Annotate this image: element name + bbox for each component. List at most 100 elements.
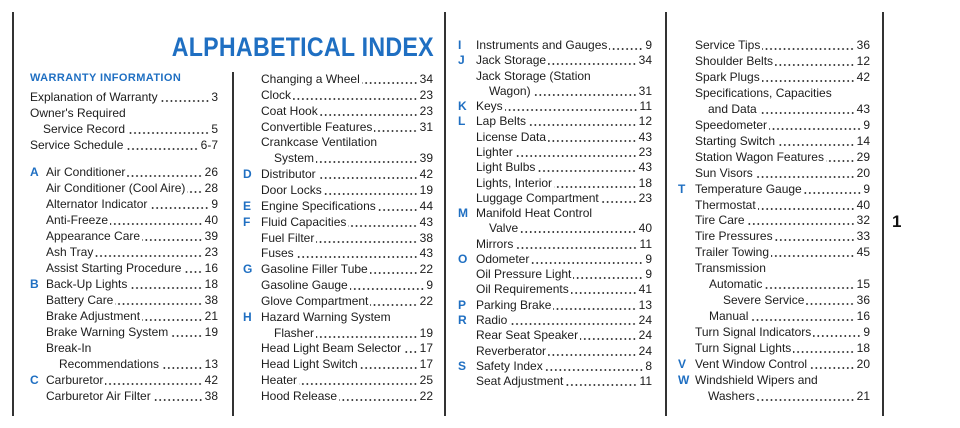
leader — [764, 276, 855, 293]
leader — [548, 342, 637, 359]
entry-page: 43 — [419, 246, 433, 261]
entry-page: 19 — [204, 325, 218, 339]
leader — [369, 261, 418, 278]
entry-text: Service Record — [43, 122, 126, 136]
index-entry: Flasher 19 — [274, 324, 433, 341]
entry-text: Tire Pressures — [695, 229, 773, 244]
entry-page: 36 — [856, 38, 870, 52]
leader — [129, 276, 203, 292]
index-entry: Windshield Wipers and — [695, 372, 870, 388]
entry-page: 32 — [856, 213, 870, 228]
index-entry: Hood Release 22 — [261, 388, 433, 404]
index-entry: Spark Plugs 42 — [695, 68, 870, 85]
entry-page: 40 — [204, 213, 218, 227]
leader — [149, 196, 210, 212]
leader — [565, 373, 638, 390]
index-entry: Glove Compartment 22 — [261, 292, 433, 309]
index-entry: Keys 11 — [476, 98, 652, 115]
entry-text: Automatic — [709, 277, 763, 292]
entry-page: 34 — [419, 72, 433, 86]
leader — [299, 372, 418, 389]
entry-text: Thermostat — [695, 197, 756, 212]
entry-page: 8 — [645, 358, 652, 373]
index-entry: Door Locks 19 — [261, 181, 433, 198]
index-entry: Specifications, Capacities — [695, 85, 870, 101]
entry-page: 15 — [856, 277, 870, 292]
entry-page: 22 — [419, 262, 433, 277]
entry-page: 24 — [638, 313, 652, 328]
entry-page: 39 — [419, 151, 433, 166]
index-entry: Changing a Wheel 34 — [261, 71, 433, 87]
entry-page: 40 — [856, 197, 870, 212]
index-entry: Fuel Filter 38 — [261, 229, 433, 246]
leader — [170, 324, 203, 340]
entry-text: Carburetor Air Filter — [46, 389, 151, 403]
index-entry: Turn Signal Indicators 9 — [695, 324, 870, 341]
entry-text: Vent Window Control — [695, 357, 808, 371]
entry-text: Changing a Wheel — [261, 72, 360, 86]
leader — [293, 86, 418, 103]
index-entry: Head Light Switch 17 — [261, 356, 433, 373]
entry-page: 11 — [639, 236, 652, 251]
entry-text: Speedometer — [695, 117, 768, 132]
leader — [775, 52, 855, 69]
entry-page: 43 — [638, 160, 652, 175]
leader — [159, 89, 210, 105]
section-letter: B — [30, 277, 39, 291]
index-entry: Washers 21 — [708, 387, 870, 404]
index-entry: Service Tips 36 — [695, 37, 870, 53]
entry-page: 17 — [419, 341, 433, 356]
entry-text: Sun Visors — [695, 165, 753, 180]
leader — [95, 244, 203, 260]
entry-page: 25 — [419, 373, 433, 388]
entry-page: 18 — [856, 341, 870, 356]
index-entry: Fluid Capacities 43 — [261, 213, 433, 230]
leader — [803, 180, 862, 197]
leader — [554, 174, 637, 191]
entry-text: Jack Storage (Station — [476, 68, 591, 83]
entry-page: 3 — [211, 90, 218, 104]
entry-text: Gasoline Gauge — [261, 278, 348, 293]
leader — [553, 296, 637, 313]
leader — [531, 250, 644, 267]
index-entry: Lights, Interior 18 — [476, 174, 652, 191]
entry-text: Head Light Switch — [261, 357, 358, 372]
index-entry: Lap Belts 12 — [476, 113, 652, 130]
leader — [127, 164, 203, 180]
index-entry: Odometer 9 — [476, 250, 652, 267]
entry-page: 43 — [419, 214, 433, 229]
entry-text: and Data — [708, 101, 757, 116]
index-entry: Jack Storage 34 — [476, 52, 652, 69]
leader — [520, 220, 637, 237]
index-entry: Service Record 5 — [43, 121, 218, 137]
leader — [142, 308, 203, 324]
entry-text: Glove Compartment — [261, 293, 369, 308]
index-entry: Hazard Warning System — [261, 309, 433, 325]
section-letter: I — [458, 38, 462, 52]
index-entry: Service Schedule 6-7 — [30, 137, 218, 153]
section-letter: H — [243, 309, 252, 324]
entry-text: Lighter — [476, 144, 513, 159]
leader — [528, 113, 637, 130]
index-entry: Manual 16 — [709, 308, 870, 325]
entry-page: 18 — [204, 277, 218, 291]
index-entry: Automatic 15 — [709, 276, 870, 293]
leader — [806, 292, 855, 309]
entry-text: Anti-Freeze — [46, 213, 109, 227]
index-entry: Back-Up Lights 18 — [46, 276, 218, 292]
index-entry: Reverberator 24 — [476, 342, 652, 359]
index-entry: Assist Starting Procedure 16 — [46, 260, 218, 276]
section-letter: F — [243, 214, 251, 229]
index-entry: Alternator Indicator 9 — [46, 196, 218, 212]
index-entry: Oil Pressure Light 9 — [476, 266, 652, 283]
index-entry: Station Wagon Features 29 — [695, 148, 870, 165]
leader — [110, 212, 203, 228]
entry-page: 38 — [204, 293, 218, 307]
entry-text: Air Conditioner — [46, 165, 126, 179]
entry-page: 12 — [638, 114, 652, 129]
entry-text: Hazard Warning System — [261, 309, 391, 324]
entry-page: 11 — [639, 99, 652, 114]
section-letter: S — [458, 358, 467, 373]
leader — [514, 143, 637, 160]
entry-text: Crankcase Ventilation — [261, 135, 378, 150]
